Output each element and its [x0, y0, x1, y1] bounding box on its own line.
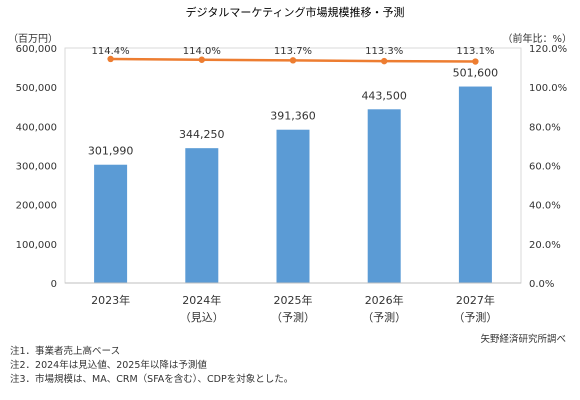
bar-value-label: 443,500: [361, 89, 407, 102]
bar: [458, 86, 492, 283]
x-tick-label: 2026年: [365, 293, 404, 307]
source-credit: 矢野経済研究所調べ: [480, 334, 566, 345]
x-tick-sublabel: （予測）: [271, 310, 315, 324]
left-axis: 0 100,000 200,000 300,000 400,000 500,000 600,…: [16, 44, 57, 290]
left-axis-unit: （百万円）: [8, 33, 58, 45]
left-tick-label: 400,000: [16, 122, 57, 133]
chart-title: デジタルマーケティング市場規模推移・予測: [186, 5, 405, 19]
right-tick-label: 60.0%: [529, 162, 561, 173]
footnote-2: 注2．2024年は見込値、2025年以降は予測値: [10, 360, 207, 371]
bar-value-label: 391,360: [270, 110, 316, 123]
yoy-point: [107, 55, 114, 63]
yoy-value-label: 114.4%: [92, 46, 130, 57]
bar: [185, 148, 219, 283]
x-tick-label: 2027年: [456, 293, 495, 307]
footnote-1: 注1．事業者売上高ベース: [10, 346, 121, 357]
yoy-value-label: 113.3%: [365, 46, 403, 57]
left-tick-label: 300,000: [16, 162, 57, 173]
bar-value-label: 344,250: [179, 128, 225, 141]
x-tick-sublabel: （予測）: [362, 310, 406, 324]
left-tick-label: 600,000: [16, 44, 57, 55]
right-tick-label: 0.0%: [529, 279, 554, 290]
yoy-point: [198, 56, 205, 63]
right-tick-label: 120.0%: [529, 44, 567, 55]
footnotes: 注1．事業者売上高ベース 注2．2024年は見込値、2025年以降は予測値 注3…: [10, 345, 293, 387]
bar-value-label: 301,990: [88, 145, 134, 158]
bar-value-labels: 301,990 344,250 391,360 443,500 501,600: [88, 67, 498, 158]
left-tick-label: 0: [51, 279, 57, 290]
x-tick-label: 2023年: [91, 293, 130, 307]
yoy-point: [472, 58, 479, 65]
x-tick-label: 2024年: [182, 293, 221, 307]
x-tick-label: 2025年: [274, 293, 313, 307]
x-tick-sublabel: （予測）: [453, 310, 497, 324]
right-tick-label: 20.0%: [529, 240, 561, 251]
yoy-point: [381, 57, 388, 65]
x-axis-labels: 2023年 2024年 （見込） 2025年 （予測） 2026年 （予測） 2027年 （予測…: [91, 293, 497, 324]
right-tick-label: 40.0%: [529, 201, 561, 212]
chart-canvas: デジタルマーケティング市場規模推移・予測 （百万円） （前年比：%） 0 100,…: [8, 5, 572, 324]
bar-value-label: 501,600: [453, 67, 499, 80]
right-tick-label: 100.0%: [529, 83, 567, 94]
left-tick-label: 500,000: [16, 83, 57, 94]
bar: [367, 109, 401, 283]
bar: [276, 129, 310, 283]
bar: [94, 164, 128, 283]
yoy-line-series: 114.4% 114.0% 113.7% 113.3% 113.1%: [92, 46, 494, 65]
left-tick-label: 200,000: [16, 201, 57, 212]
yoy-value-label: 114.0%: [183, 46, 221, 57]
right-tick-label: 80.0%: [529, 122, 561, 133]
footnote-3: 注3．市場規模は、MA、CRM（SFAを含む）、CDPを対象とした。: [10, 374, 294, 385]
right-axis-unit: （前年比：%）: [502, 32, 572, 45]
yoy-point: [289, 57, 297, 64]
bar-series: [94, 86, 492, 283]
x-tick-sublabel: （見込）: [180, 311, 224, 324]
right-axis: 0.0% 20.0% 40.0% 60.0% 80.0% 100.0% 120.0%: [529, 44, 567, 290]
left-tick-label: 100,000: [16, 240, 57, 251]
yoy-value-label: 113.7%: [274, 46, 312, 57]
yoy-value-label: 113.1%: [456, 46, 494, 57]
